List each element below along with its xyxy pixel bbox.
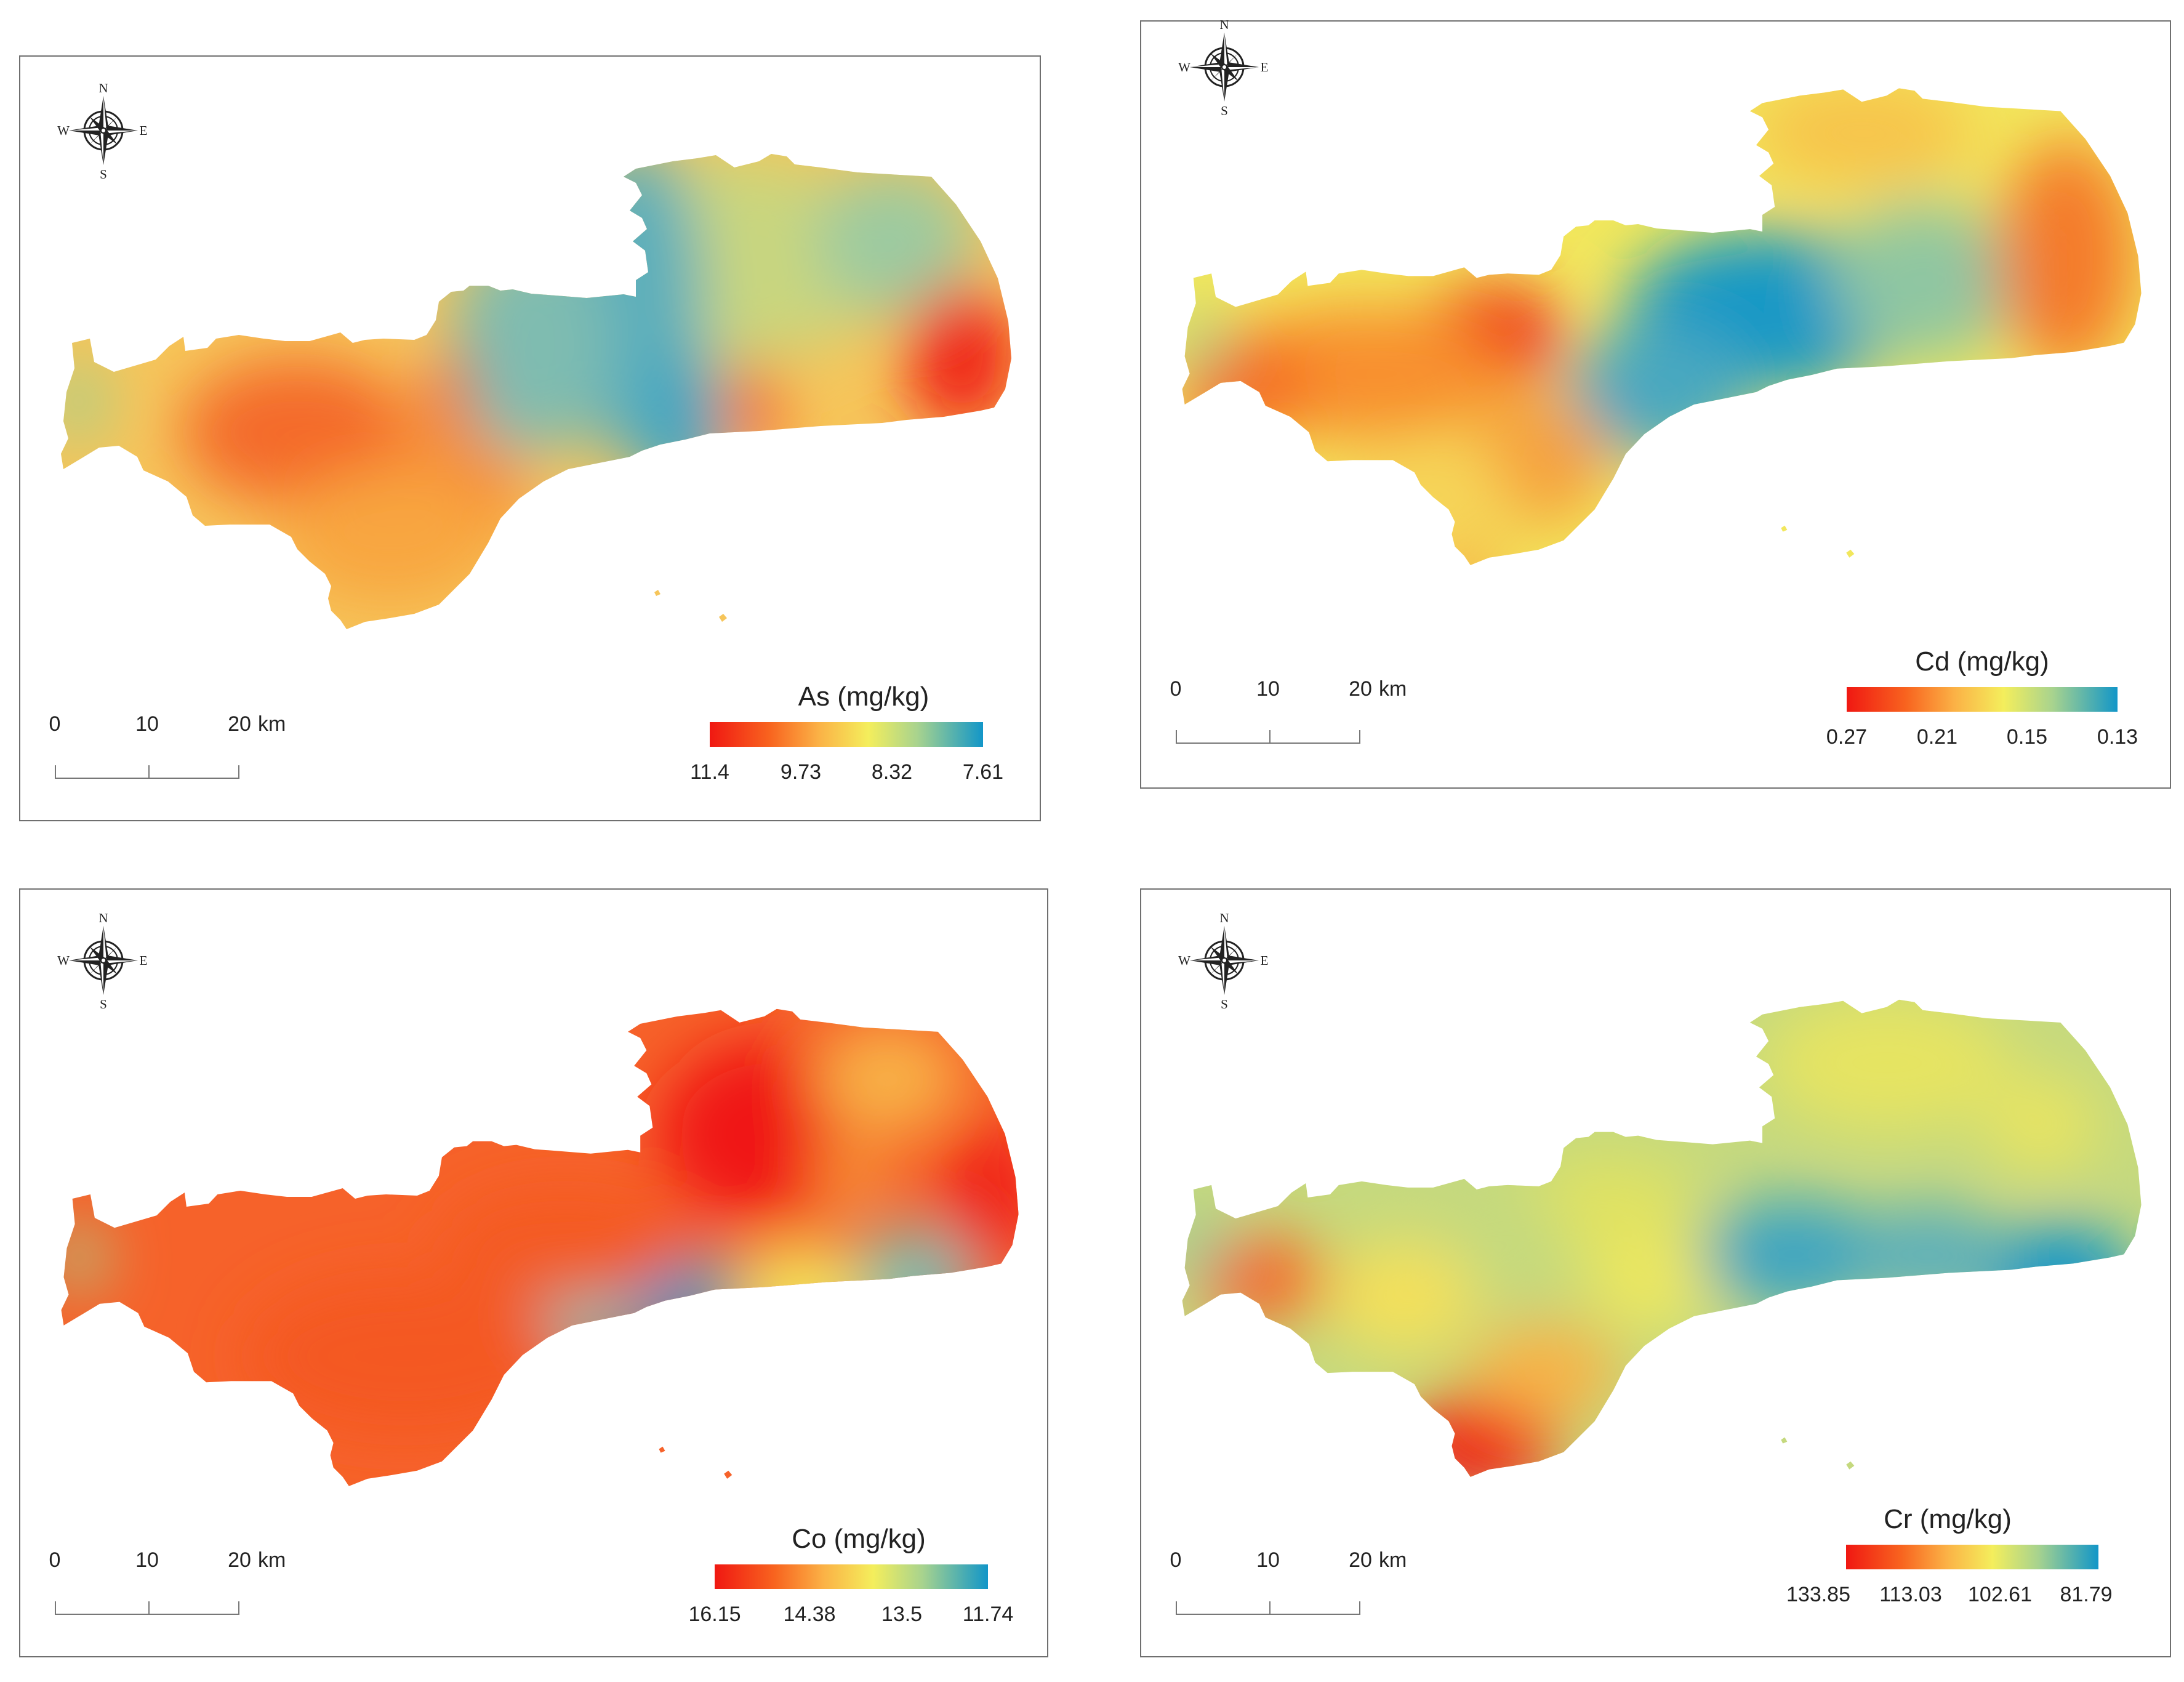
compass-w: W (57, 953, 70, 968)
legend-tick: 16.15 (688, 1603, 741, 1626)
legend-tick: 11.74 (962, 1603, 1014, 1626)
legend-tick: 102.61 (1968, 1583, 2032, 1606)
legend-tick: 9.73 (780, 760, 822, 784)
legend-color-ramp (715, 1564, 988, 1589)
legend-tick: 14.38 (783, 1603, 836, 1626)
scale-bar-line (55, 1601, 239, 1615)
compass-n: N (98, 911, 108, 925)
cd-surface-map (1182, 88, 2142, 565)
scale-bar: 0 10 20 km (1170, 677, 1410, 751)
scale-label-20: 20 (1349, 677, 1372, 701)
compass-w: W (1178, 60, 1190, 74)
compass-e: E (1261, 60, 1269, 74)
legend-tick: 0.15 (2006, 725, 2048, 749)
compass-s: S (100, 167, 107, 180)
compass-s: S (100, 997, 107, 1010)
compass-e: E (1261, 953, 1269, 968)
scale-label-20: 20 (228, 1548, 251, 1572)
compass-n: N (98, 81, 108, 95)
scale-label-10: 10 (1256, 677, 1280, 701)
map-panel-cr: N S W E 0 10 20 km Cr (mg/kg) 133.85 113… (1140, 888, 2171, 1657)
scale-bar: 0 10 20 km (49, 1548, 289, 1622)
legend-tick: 8.32 (871, 760, 913, 784)
scale-unit: km (258, 1548, 286, 1572)
compass-w: W (1178, 953, 1190, 968)
scale-unit: km (258, 712, 286, 736)
cr-surface-map (1182, 999, 2142, 1477)
compass-e: E (140, 123, 148, 138)
map-panel-cd: N S W E 0 10 20 km Cd (mg/kg) 0.27 0.21 … (1140, 18, 2171, 789)
legend-tick: 11.4 (690, 760, 729, 784)
legend: Cr (mg/kg) 133.85 113.03 102.61 81.79 (1775, 1504, 2120, 1609)
scale-label-0: 0 (49, 712, 61, 736)
legend: Co (mg/kg) 16.15 14.38 13.5 11.74 (686, 1524, 1031, 1628)
map-panel-as: N S W E 0 10 20 km As (mg/kg) 11.4 9.73 … (19, 55, 1041, 821)
compass-n: N (1219, 911, 1229, 925)
legend-tick: 81.79 (2060, 1583, 2113, 1606)
scale-bar: 0 10 20 km (49, 712, 289, 786)
legend-color-ramp (1847, 687, 2118, 712)
compass-rose-icon: N S W E (1178, 911, 1269, 1010)
legend-tick: 113.03 (1879, 1583, 1942, 1606)
scale-bar-line (55, 765, 239, 779)
legend-title: Cr (mg/kg) (1884, 1504, 2012, 1534)
legend-title: Co (mg/kg) (792, 1524, 926, 1554)
co-surface-map (61, 1008, 1019, 1486)
legend-color-ramp (1846, 1545, 2098, 1569)
compass-s: S (1221, 103, 1228, 116)
compass-rose-icon: N S W E (57, 81, 148, 180)
scale-label-0: 0 (49, 1548, 61, 1572)
legend: Cd (mg/kg) 0.27 0.21 0.15 0.13 (1810, 646, 2154, 751)
scale-label-10: 10 (135, 712, 159, 736)
compass-s: S (1221, 997, 1228, 1010)
scale-label-0: 0 (1170, 1548, 1182, 1572)
as-surface-map (61, 154, 1011, 629)
scale-label-10: 10 (135, 1548, 159, 1572)
legend-tick: 0.21 (1916, 725, 1958, 749)
compass-n: N (1219, 18, 1229, 32)
compass-w: W (57, 123, 70, 138)
compass-e: E (140, 953, 148, 968)
scale-label-20: 20 (1349, 1548, 1372, 1572)
scale-label-20: 20 (228, 712, 251, 736)
legend-title: Cd (mg/kg) (1915, 646, 2049, 677)
scale-unit: km (1379, 677, 1407, 701)
legend-title: As (mg/kg) (798, 682, 929, 712)
scale-label-10: 10 (1256, 1548, 1280, 1572)
compass-rose-icon: N S W E (1178, 18, 1269, 116)
legend-tick: 7.61 (962, 760, 1004, 784)
legend-tick: 133.85 (1786, 1583, 1850, 1606)
scale-label-0: 0 (1170, 677, 1182, 701)
scale-bar-line (1176, 1601, 1360, 1615)
legend: As (mg/kg) 11.4 9.73 8.32 7.61 (690, 682, 1036, 786)
scale-bar: 0 10 20 km (1170, 1548, 1410, 1622)
compass-rose-icon: N S W E (57, 911, 148, 1010)
legend-color-ramp (710, 722, 983, 747)
legend-tick: 0.13 (2097, 725, 2138, 749)
scale-unit: km (1379, 1548, 1407, 1572)
legend-tick: 13.5 (881, 1603, 923, 1626)
legend-tick: 0.27 (1826, 725, 1868, 749)
map-panel-co: N S W E 0 10 20 km Co (mg/kg) 16.15 14.3… (19, 888, 1048, 1657)
scale-bar-line (1176, 730, 1360, 744)
